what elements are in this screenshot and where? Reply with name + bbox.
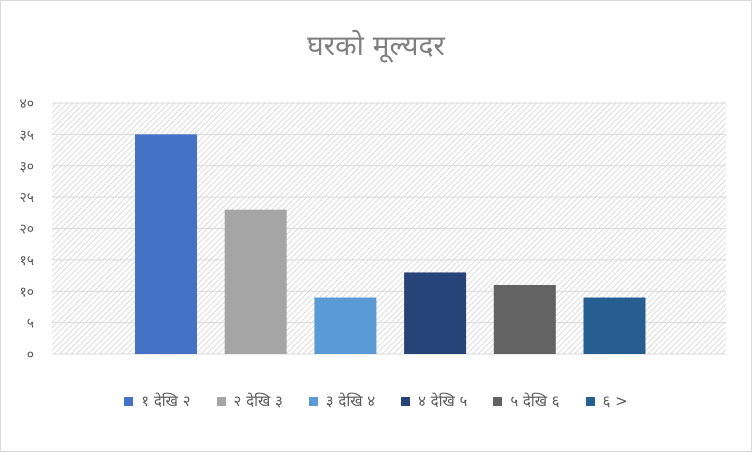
legend-item: २ देखि ३ [216, 391, 283, 411]
y-tick-label: ० [27, 347, 34, 363]
legend-label: १ देखि २ [141, 392, 191, 410]
y-tick-label: ३० [19, 159, 34, 175]
legend-swatch [493, 396, 503, 406]
legend-label: २ देखि ३ [233, 392, 283, 410]
y-tick-label: १५ [19, 253, 34, 269]
y-tick-label: २५ [19, 190, 34, 206]
chart-legend: १ देखि २ २ देखि ३ ३ देखि ४ ४ देखि ५ ५ देखि ६… [0, 391, 752, 411]
legend-item: ६ > [585, 391, 628, 411]
y-tick-label: ५ [27, 316, 34, 332]
legend-swatch [585, 396, 595, 406]
bar-3 [314, 297, 377, 354]
bar-4 [404, 272, 467, 354]
legend-item: ३ देखि ४ [308, 391, 376, 411]
legend-item: ४ देखि ५ [401, 391, 467, 411]
y-tick-label: २० [19, 222, 34, 238]
legend-swatch [124, 396, 134, 406]
legend-label: ५ देखि ६ [510, 392, 560, 410]
legend-item: १ देखि २ [124, 391, 191, 411]
y-tick-label: ३५ [19, 127, 34, 143]
chart-title: घरको मूल्यदर [307, 29, 445, 62]
y-tick-label: ४० [19, 96, 34, 112]
legend-label: ४ देखि ५ [418, 392, 468, 410]
bar-1 [135, 134, 197, 354]
y-tick-label: १० [19, 284, 34, 300]
legend-label: ३ देखि ४ [325, 392, 376, 410]
legend-label: ६ > [602, 392, 628, 410]
legend-item: ५ देखि ६ [493, 391, 560, 411]
legend-swatch [308, 396, 318, 406]
legend-swatch [401, 396, 411, 406]
bar-5 [493, 284, 556, 354]
bar-2 [224, 209, 287, 354]
bar-6 [583, 297, 646, 354]
legend-swatch [216, 396, 226, 406]
